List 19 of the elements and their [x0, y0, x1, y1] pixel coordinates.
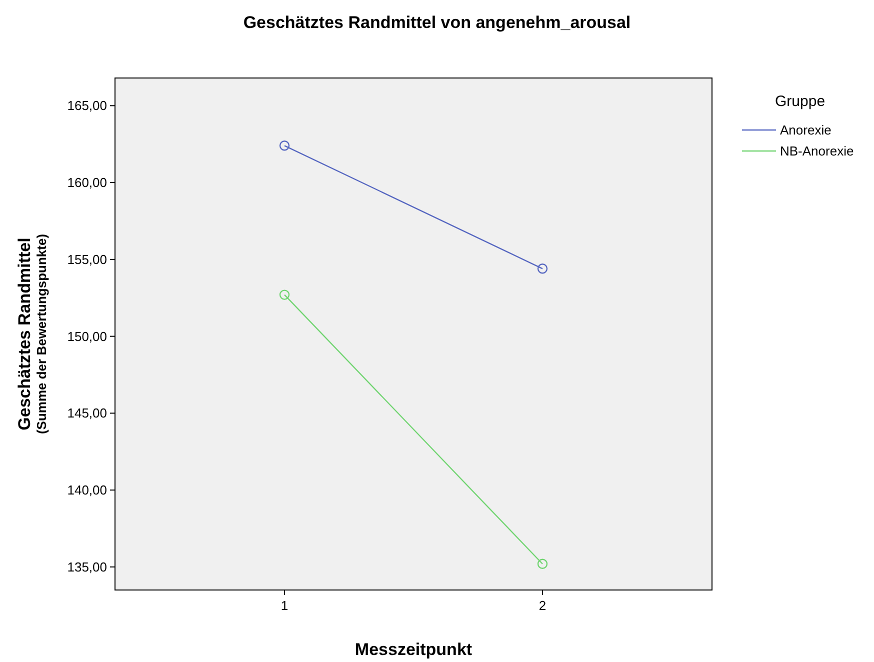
- legend-label: NB-Anorexie: [780, 144, 854, 159]
- y-tick-label: 140,00: [67, 482, 107, 498]
- y-tick-label: 155,00: [67, 252, 107, 267]
- y-tick-label: 145,00: [67, 406, 107, 421]
- y-tick-label: 165,00: [67, 98, 107, 114]
- x-tick-label: 2: [538, 598, 546, 613]
- legend-label: Anorexie: [780, 122, 832, 138]
- x-tick-label: 1: [280, 598, 288, 613]
- chart-title: Geschätztes Randmittel von angenehm_arousal: [243, 13, 631, 32]
- point: [279, 290, 290, 300]
- point: [537, 558, 548, 569]
- x-axis-title: Messzeitpunkt: [354, 640, 472, 659]
- y-tick-label: 160,00: [67, 175, 107, 190]
- y-axis-title: Geschätztes Randmittel (Summe der Bewertungspunkte): [15, 234, 49, 434]
- legend-title: Gruppe: [775, 93, 826, 110]
- y-tick-label: 135,00: [67, 559, 107, 574]
- point: [279, 140, 290, 151]
- y-tick-label: 150,00: [67, 328, 107, 344]
- point: [537, 264, 548, 274]
